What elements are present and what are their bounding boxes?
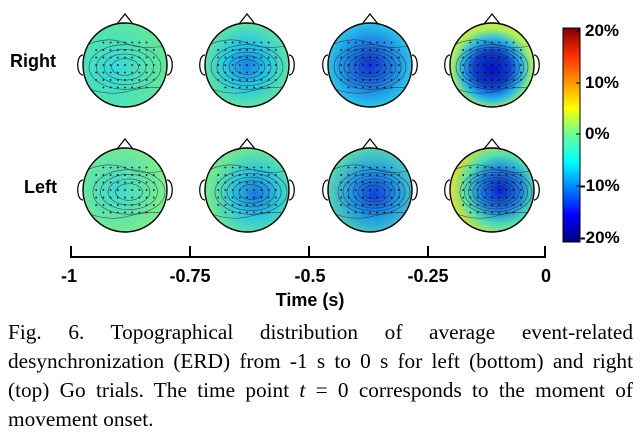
caption-text-1: Topographical distribution of average ev… [8,320,633,402]
topography-figure: Right Left 20% 10% 0% -10% -20% -1 -0.75… [10,13,620,310]
figure-caption: Fig. 6. Topographical distribution of av… [8,318,633,434]
row-label-right: Right [10,51,56,71]
colorbar-tick-neg10: -10% [580,176,620,195]
time-tick-neg025: -0.25 [407,266,448,286]
time-tick-neg075: -0.75 [169,266,210,286]
time-axis-label: Time (s) [276,290,345,310]
topomap-left-2 [199,138,295,233]
colorbar [562,27,581,243]
topomap-left-3 [322,138,418,233]
topomap-right-3 [322,13,418,108]
time-tick-neg05: -0.5 [294,266,325,286]
row-label-left: Left [24,177,57,197]
topomap-right-4 [444,13,540,108]
time-tick-0: 0 [541,266,551,286]
caption-var: t [299,378,306,402]
colorbar-tick-neg20: -20% [580,228,620,247]
colorbar-tick-20: 20% [585,21,619,40]
topomap-right-1 [77,13,173,108]
topomap-left-4 [444,138,540,233]
topomap-right-2 [199,13,295,108]
colorbar-tick-10: 10% [585,73,619,92]
colorbar-tick-0: 0% [585,124,610,143]
time-axis [70,246,546,258]
time-tick-neg1: -1 [61,266,77,286]
caption-text-2: = 0 corresponds to the moment of movemen… [8,378,633,431]
topomap-left-1 [77,138,173,233]
caption-fig-label: Fig. 6. [8,320,85,344]
